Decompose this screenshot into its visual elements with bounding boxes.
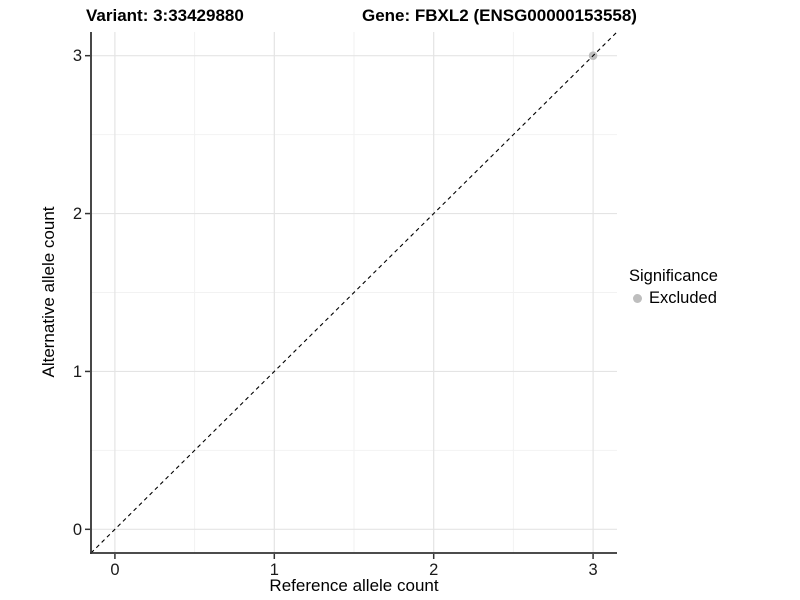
identity-abline [90,31,618,554]
y-tick-label: 3 [73,47,82,65]
legend-item-label: Excluded [649,289,717,307]
legend-title: Significance [629,267,718,285]
x-axis-title: Reference allele count [269,576,439,595]
legend: Significance Excluded [629,267,718,308]
y-tick-label: 2 [73,205,82,223]
plot-title-gene: Gene: FBXL2 (ENSG00000153558) [362,6,637,25]
legend-item-excluded: Excluded [629,289,718,308]
plot-title-variant: Variant: 3:33429880 [86,6,244,25]
x-tick-label: 1 [270,561,279,579]
x-tick-label: 3 [588,561,597,579]
excluded-point-icon [633,294,642,303]
y-axis-title: Alternative allele count [39,206,58,378]
y-tick-label: 1 [73,363,82,381]
y-tick-label: 0 [73,521,82,539]
x-tick-label: 0 [110,561,119,579]
x-tick-label: 2 [429,561,438,579]
